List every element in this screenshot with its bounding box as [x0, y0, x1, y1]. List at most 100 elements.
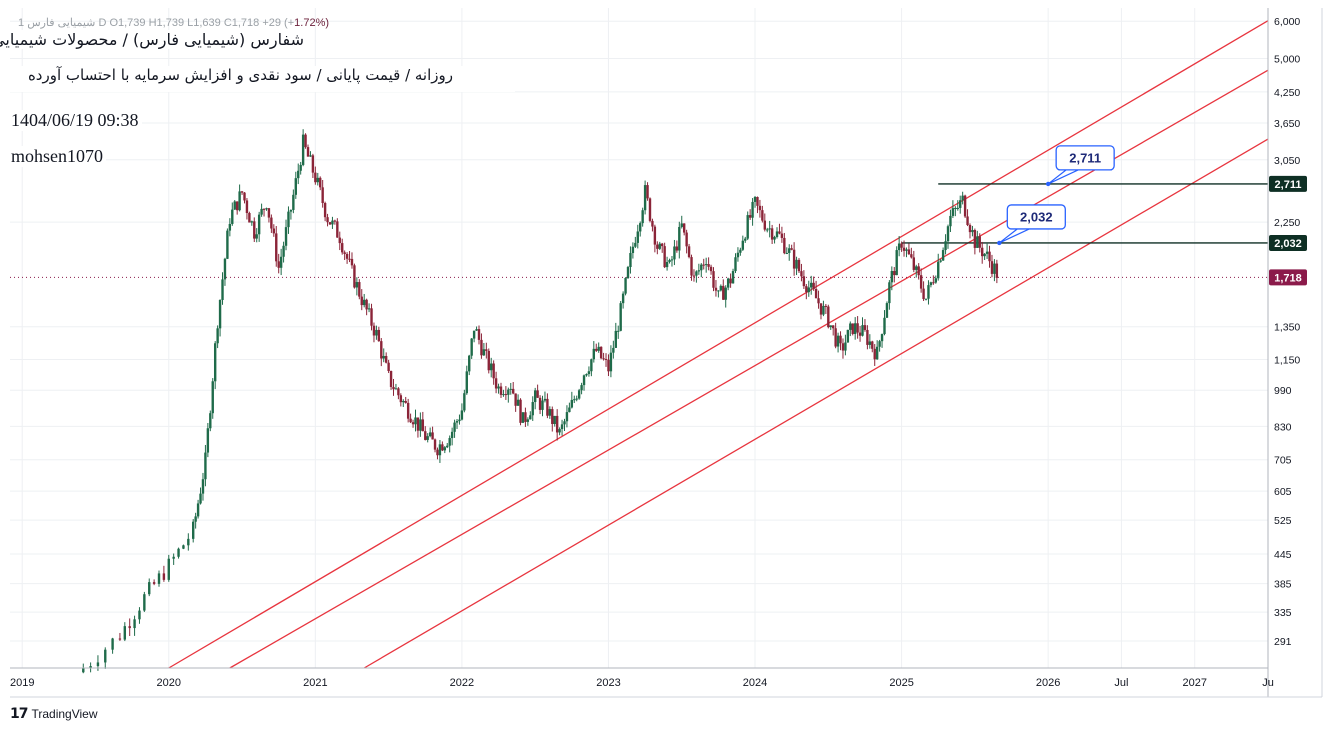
candle-body: [663, 246, 666, 268]
candle-body: [426, 436, 429, 440]
candle-body: [389, 371, 393, 387]
candle-body: [797, 259, 801, 272]
candle-body: [477, 329, 481, 340]
candle-body: [646, 185, 649, 199]
candle-body: [651, 220, 654, 227]
candle-body: [551, 409, 554, 424]
y-tick-label: 990: [1274, 385, 1292, 397]
level-price-tag-label: 2,711: [1275, 179, 1302, 191]
candle-body: [448, 438, 451, 446]
candle-body: [541, 400, 544, 410]
candle-body: [546, 398, 549, 416]
candle-body: [128, 626, 131, 629]
candle-body: [609, 352, 613, 372]
candle-body: [768, 228, 771, 230]
candle-body: [785, 252, 788, 254]
candle-body: [841, 343, 845, 351]
candle-body: [851, 323, 854, 334]
candle-body: [563, 421, 566, 425]
candle-body: [213, 343, 217, 382]
candle-body: [96, 662, 100, 667]
candle-body: [182, 545, 185, 549]
candle-body: [922, 288, 925, 300]
candle-body: [973, 230, 977, 248]
candle-body: [487, 350, 490, 371]
chart-grid: [10, 8, 1269, 668]
y-tick-label: 3,050: [1274, 155, 1300, 167]
candle-body: [333, 220, 337, 222]
candle-body: [490, 363, 493, 371]
candle-body: [971, 230, 974, 233]
candle-body: [502, 394, 505, 396]
candle-body: [775, 231, 779, 238]
candle-body: [206, 428, 210, 453]
candle-body: [316, 177, 319, 183]
candle-body: [946, 226, 950, 242]
candle-body: [350, 258, 354, 266]
candle-body: [323, 202, 327, 218]
candle-body: [341, 243, 344, 253]
candle-body: [265, 208, 268, 210]
candle-body: [238, 191, 241, 211]
y-tick-label: 291: [1274, 636, 1292, 648]
candle-body: [744, 238, 747, 241]
candle-body: [883, 317, 886, 335]
candle-body: [599, 346, 603, 359]
candle-body: [858, 332, 862, 336]
tradingview-logo[interactable]: 17 TradingView: [10, 706, 98, 722]
candle-body: [736, 252, 740, 258]
candle-body: [565, 412, 569, 422]
candle-body: [555, 415, 559, 433]
candle-body: [533, 390, 537, 403]
candle-body: [814, 288, 818, 299]
candle-body: [978, 236, 981, 248]
candle-body: [954, 207, 957, 209]
candle-body: [428, 432, 432, 437]
y-tick-label: 1,150: [1274, 355, 1300, 367]
candle-body: [123, 626, 127, 640]
candle-body: [993, 263, 996, 274]
candle-body: [880, 334, 884, 342]
candle-body: [118, 638, 122, 640]
candle-body: [279, 256, 283, 268]
candle-body: [301, 134, 305, 165]
candle-body: [267, 208, 271, 218]
candle-body: [465, 371, 468, 394]
candle-body: [895, 250, 898, 276]
current-price-tag-bg: [1269, 269, 1307, 286]
candle-body: [695, 271, 698, 276]
candle-body: [194, 516, 197, 522]
candle-body: [607, 359, 610, 372]
candle-body: [902, 247, 906, 251]
candle-body: [792, 249, 796, 269]
candle-body: [360, 296, 363, 306]
candle-body: [245, 200, 249, 214]
candle-body: [177, 548, 180, 557]
candle-body: [507, 389, 510, 395]
candle-body: [394, 388, 398, 390]
price-callouts: 2,711 2,032: [997, 145, 1115, 246]
candle-body: [726, 278, 730, 288]
candle-body: [746, 215, 749, 239]
candle-body: [819, 303, 823, 315]
candle-body: [963, 195, 967, 217]
candle-body: [739, 249, 742, 253]
candle-body: [624, 277, 627, 294]
candle-body: [204, 452, 207, 480]
candle-body: [292, 194, 295, 210]
candle-body: [519, 399, 522, 423]
candle-body: [981, 247, 984, 257]
x-tick-label: 2022: [450, 677, 474, 689]
candle-body: [868, 341, 872, 345]
candle-body: [988, 251, 991, 262]
candle-body: [529, 415, 532, 420]
candle-body: [853, 323, 857, 334]
candle-body: [678, 226, 681, 251]
chart-subtitle: روزانه / قیمت پایانی / سود نقدی و افزایش…: [10, 66, 515, 92]
candle-body: [758, 205, 762, 211]
candle-body: [990, 261, 994, 274]
candle-body: [468, 355, 471, 372]
x-tick-label: 2023: [596, 677, 620, 689]
channel-line-upper: [168, 20, 1269, 669]
